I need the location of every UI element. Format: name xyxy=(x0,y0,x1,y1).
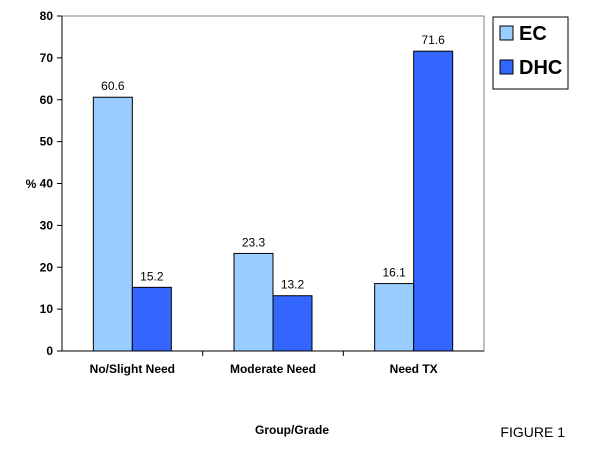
data-label: 60.6 xyxy=(101,79,125,93)
bar-ec xyxy=(92,96,133,352)
y-tick-label: 40 xyxy=(40,177,54,191)
chart-data-labels: 60.6 15.2 23.3 13.2 16.1 71.6 xyxy=(101,33,445,292)
chart-legend: EC DHC xyxy=(492,16,569,90)
chart-bars xyxy=(92,50,454,352)
bar-ec xyxy=(374,283,415,352)
legend-label-dhc: DHC xyxy=(519,57,562,79)
data-label: 15.2 xyxy=(140,269,164,283)
data-label: 23.3 xyxy=(242,235,266,249)
legend-swatch-ec xyxy=(499,25,514,41)
x-tick-label: No/Slight Need xyxy=(90,362,175,376)
y-tick-label: 0 xyxy=(46,344,53,358)
figure-label: FIGURE 1 xyxy=(500,424,565,440)
data-label: 16.1 xyxy=(382,266,406,280)
x-tick-label: Moderate Need xyxy=(230,362,316,376)
x-tick-label: Need TX xyxy=(390,362,438,376)
data-label: 13.2 xyxy=(281,278,305,292)
y-tick-label: 30 xyxy=(40,218,54,232)
bar-dhc xyxy=(272,295,313,352)
data-label: 71.6 xyxy=(421,33,445,47)
bar-dhc xyxy=(131,286,172,352)
bar-dhc xyxy=(413,50,454,352)
y-tick-label: 50 xyxy=(40,135,54,149)
y-tick-label: 10 xyxy=(40,302,54,316)
legend-swatch-dhc xyxy=(499,59,514,75)
chart-tick-labels: 0 10 20 30 40 50 60 70 80 No/Slight Need Moderate … xyxy=(40,9,438,376)
y-tick-label: 20 xyxy=(40,260,54,274)
bar-ec xyxy=(233,252,274,352)
y-tick-label: 80 xyxy=(40,9,54,23)
y-tick-label: 70 xyxy=(40,51,54,65)
x-axis-label: Group/Grade xyxy=(255,423,329,437)
legend-label-ec: EC xyxy=(519,23,547,45)
y-axis-label: % xyxy=(26,177,37,191)
y-tick-label: 60 xyxy=(40,93,54,107)
